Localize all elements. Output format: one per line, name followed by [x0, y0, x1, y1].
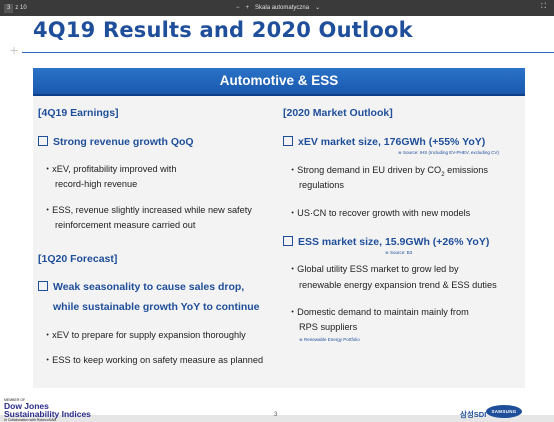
revenue-growth-heading: Strong revenue growth QoQ [38, 136, 194, 148]
fullscreen-icon[interactable]: ⛶ [541, 3, 546, 10]
rps-note: ※ Renewable Energy Portfolio [299, 337, 360, 342]
bullet-ess-safety: ・ESS to keep working on safety measure a… [43, 355, 264, 365]
weak-seasonality-text: Weak seasonality to cause sales drop, [53, 281, 245, 293]
plus-icon: + [10, 42, 19, 58]
bullet-eu-demand-line2: regulations [299, 180, 344, 190]
checkbox-square-icon [283, 236, 293, 246]
bullet-ess-line1: ・ESS, revenue slightly increased while n… [43, 205, 252, 215]
eu-demand-text: ・Strong demand in EU driven by CO [288, 165, 442, 175]
page-number: 3 [274, 412, 278, 418]
samsung-logo: SAMSUNG [486, 405, 522, 418]
zoom-select[interactable]: Skala automatyczna [255, 5, 310, 11]
slide: 4Q19 Results and 2020 Outlook + Automoti… [0, 16, 554, 422]
weak-seasonality-line2: while sustainable growth YoY to continue [53, 301, 260, 313]
ess-market-text: ESS market size, 15.9GWh (+26% YoY) [298, 236, 490, 248]
bullet-eu-demand-line1: ・Strong demand in EU driven by CO2 emiss… [288, 162, 488, 178]
zoom-in-button[interactable]: + [245, 5, 250, 11]
dow-jones-logo: MEMBER OF Dow Jones Sustainability Indic… [4, 398, 91, 422]
dj-line1: Dow Jones [4, 401, 49, 411]
checkbox-square-icon [283, 136, 293, 146]
xev-market-heading: xEV market size, 176GWh (+55% YoY) [283, 136, 485, 148]
market-outlook-heading: [2020 Market Outlook] [283, 107, 393, 119]
page-indicator: 3 z 10 [4, 3, 27, 13]
dj-member-label: MEMBER OF [4, 398, 26, 402]
ess-source-note: ※ Source: B3 [385, 250, 413, 255]
page-number-input[interactable]: 3 [4, 3, 14, 13]
bullet-xev-line2: record-high revenue [55, 179, 138, 189]
bullet-xev-supply: ・xEV to prepare for supply expansion tho… [43, 330, 246, 340]
bullet-global-ess-line1: ・Global utility ESS market to grow led b… [288, 264, 459, 274]
revenue-growth-text: Strong revenue growth QoQ [53, 136, 194, 148]
xev-market-text: xEV market size, 176GWh (+55% YoY) [298, 136, 486, 148]
content-panel: [4Q19 Earnings] Strong revenue growth Qo… [33, 96, 525, 388]
bullet-domestic-line2: RPS suppliers [299, 322, 358, 332]
bullet-domestic-line1: ・Domestic demand to maintain mainly from [288, 307, 469, 317]
chevron-down-icon[interactable]: ⌄ [315, 5, 321, 11]
bullet-xev-line1: ・xEV, profitability improved with [43, 164, 177, 174]
section-band: Automotive & ESS [33, 68, 525, 96]
title-divider [22, 52, 554, 53]
checkbox-square-icon [38, 281, 48, 291]
ess-market-heading: ESS market size, 15.9GWh (+26% YoY) [283, 236, 489, 248]
co2-subscript: 2 [441, 171, 445, 178]
slide-title: 4Q19 Results and 2020 Outlook [33, 18, 413, 42]
weak-seasonality-heading: Weak seasonality to cause sales drop, [38, 281, 244, 293]
page-total: z 10 [15, 5, 27, 11]
pdf-toolbar: 3 z 10 − + Skala automatyczna ⌄ ⛶ [0, 0, 554, 16]
checkbox-square-icon [38, 136, 48, 146]
bullet-global-ess-line2: renewable energy expansion trend & ESS d… [299, 280, 497, 290]
bullet-us-cn: ・US·CN to recover growth with new models [288, 208, 471, 218]
dj-collab: In Collaboration with RobecoSAM [4, 418, 57, 422]
xev-source-note: ※ Source: IHS (Including EV-PHEV, exclud… [398, 150, 499, 155]
bullet-ess-line2: reinforcement measure carried out [55, 220, 196, 230]
forecast-heading: [1Q20 Forecast] [38, 253, 118, 265]
zoom-out-button[interactable]: − [236, 5, 240, 11]
emissions-text: emissions [444, 165, 488, 175]
earnings-heading: [4Q19 Earnings] [38, 107, 119, 119]
zoom-controls: − + Skala automatyczna ⌄ [236, 3, 320, 13]
dj-line2: Sustainability Indices [4, 409, 91, 419]
